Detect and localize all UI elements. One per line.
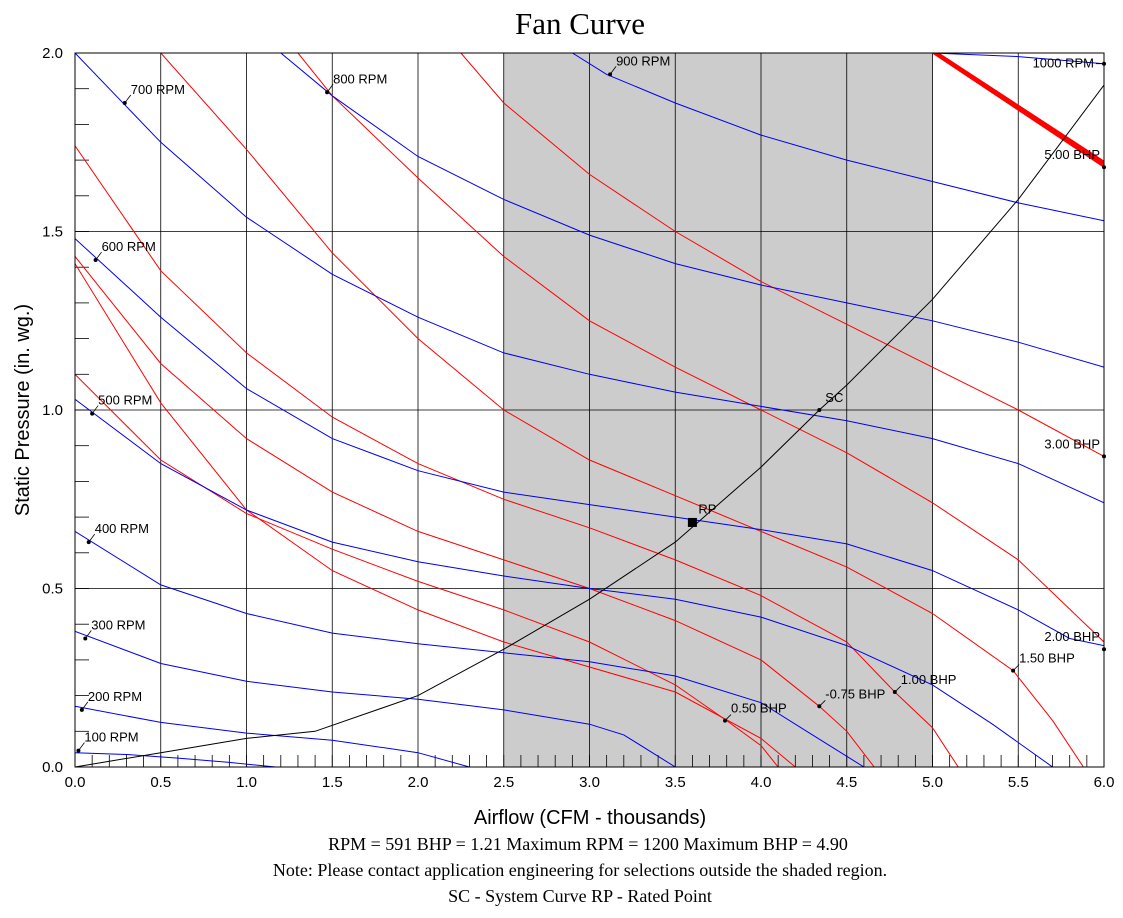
x-tick-label: 5.0 [922, 774, 943, 791]
x-tick-label: 0.0 [65, 774, 86, 791]
rpm-label-leader [84, 630, 92, 639]
y-tick-label: 0.0 [42, 759, 63, 776]
x-tick-label: 6.0 [1094, 774, 1115, 791]
bhp-curve [297, 53, 1104, 643]
x-tick-label: 3.0 [579, 774, 600, 791]
bhp-label: -0.75 BHP [825, 686, 885, 701]
bhp-curve [75, 256, 875, 767]
sc-point [817, 408, 822, 412]
rpm-curve [280, 53, 1104, 368]
bhp-curve [75, 373, 779, 767]
bhp-label-leader [894, 685, 902, 693]
curve-layer [75, 53, 1104, 767]
rpm-label-leader [95, 251, 102, 261]
bhp-label-leader [819, 700, 826, 707]
x-tick-label: 5.5 [1008, 774, 1029, 791]
plot-area: 100 RPM 200 RPM 300 RPM 400 RPM 500 RPM 600 R… [42, 45, 1114, 791]
x-tick-label: 3.5 [665, 774, 686, 791]
y-tick-label: 2.0 [42, 45, 63, 62]
x-tick-label: 2.5 [493, 774, 514, 791]
rpm-label: 400 RPM [95, 521, 149, 536]
rpm-label: 700 RPM [131, 82, 185, 97]
footer-legend: SC - System Curve RP - Rated Point [448, 886, 712, 906]
bhp-label: 5.00 BHP [1044, 147, 1100, 162]
bhp-label: 1.50 BHP [1019, 651, 1075, 666]
rpm-curve [75, 630, 676, 767]
x-tick-label: 2.0 [408, 774, 429, 791]
x-tick-label: 4.0 [751, 774, 772, 791]
rpm-curve [75, 530, 865, 767]
rpm-curve [75, 53, 1104, 504]
x-tick-label: 4.5 [836, 774, 857, 791]
sc-label: SC [825, 390, 843, 405]
chart-title: Fan Curve [515, 6, 645, 41]
x-tick-label: 1.0 [236, 774, 257, 791]
bhp-label-dot [1102, 647, 1106, 652]
rated-point-marker [687, 517, 697, 527]
bhp-label: 2.00 BHP [1044, 629, 1100, 644]
max-bhp-band [938, 53, 1104, 162]
bhp-label-leader [724, 714, 732, 721]
rpm-label-leader [124, 94, 132, 104]
bhp-label: 1.00 BHP [901, 672, 957, 687]
rpm-curve [75, 238, 1104, 647]
rpm-label-leader [81, 701, 89, 711]
rpm-label-leader [88, 533, 96, 543]
y-axis-label: Static Pressure (in. wg.) [12, 304, 34, 516]
rated-point-label: RP [698, 501, 716, 516]
bhp-curve [460, 53, 1104, 457]
plot-frame [74, 52, 1105, 768]
x-tick-label: 1.5 [322, 774, 343, 791]
system-curve [75, 84, 1104, 767]
rpm-label-leader [326, 84, 334, 93]
rpm-label: 800 RPM [333, 71, 387, 86]
bhp-label: 3.00 BHP [1044, 436, 1100, 451]
bhp-label: 0.50 BHP [731, 701, 787, 716]
bhp-label-dot [1102, 454, 1106, 459]
rpm-label: 300 RPM [91, 617, 145, 632]
rpm-label-leader [91, 405, 99, 414]
rpm-label: 1000 RPM [1033, 56, 1094, 71]
rpm-curve [75, 398, 1053, 767]
rpm-curve [572, 53, 1104, 222]
x-axis-label: Airflow (CFM - thousands) [474, 807, 706, 829]
rpm-label: 500 RPM [98, 393, 152, 408]
x-tick-label: 0.5 [150, 774, 171, 791]
footer-note: Note: Please contact application enginee… [273, 860, 887, 880]
y-tick-label: 1.5 [42, 224, 63, 241]
rpm-label: 600 RPM [102, 239, 156, 254]
rpm-curve [932, 53, 1104, 65]
footer-summary: RPM = 591 BHP = 1.21 Maximum RPM = 1200 … [328, 834, 848, 854]
rpm-label: 100 RPM [84, 730, 138, 745]
bhp-label-dot [1102, 165, 1106, 170]
rpm-label: 200 RPM [88, 689, 142, 704]
y-tick-label: 0.5 [42, 581, 63, 598]
y-tick-label: 1.0 [42, 402, 63, 419]
rpm-curve [75, 705, 470, 767]
rpm-label: 900 RPM [616, 53, 670, 68]
rpm-label-leader [78, 742, 85, 751]
rpm-curve [75, 752, 276, 767]
bhp-label-leader [1012, 664, 1020, 671]
rpm-label-leader [609, 66, 617, 75]
